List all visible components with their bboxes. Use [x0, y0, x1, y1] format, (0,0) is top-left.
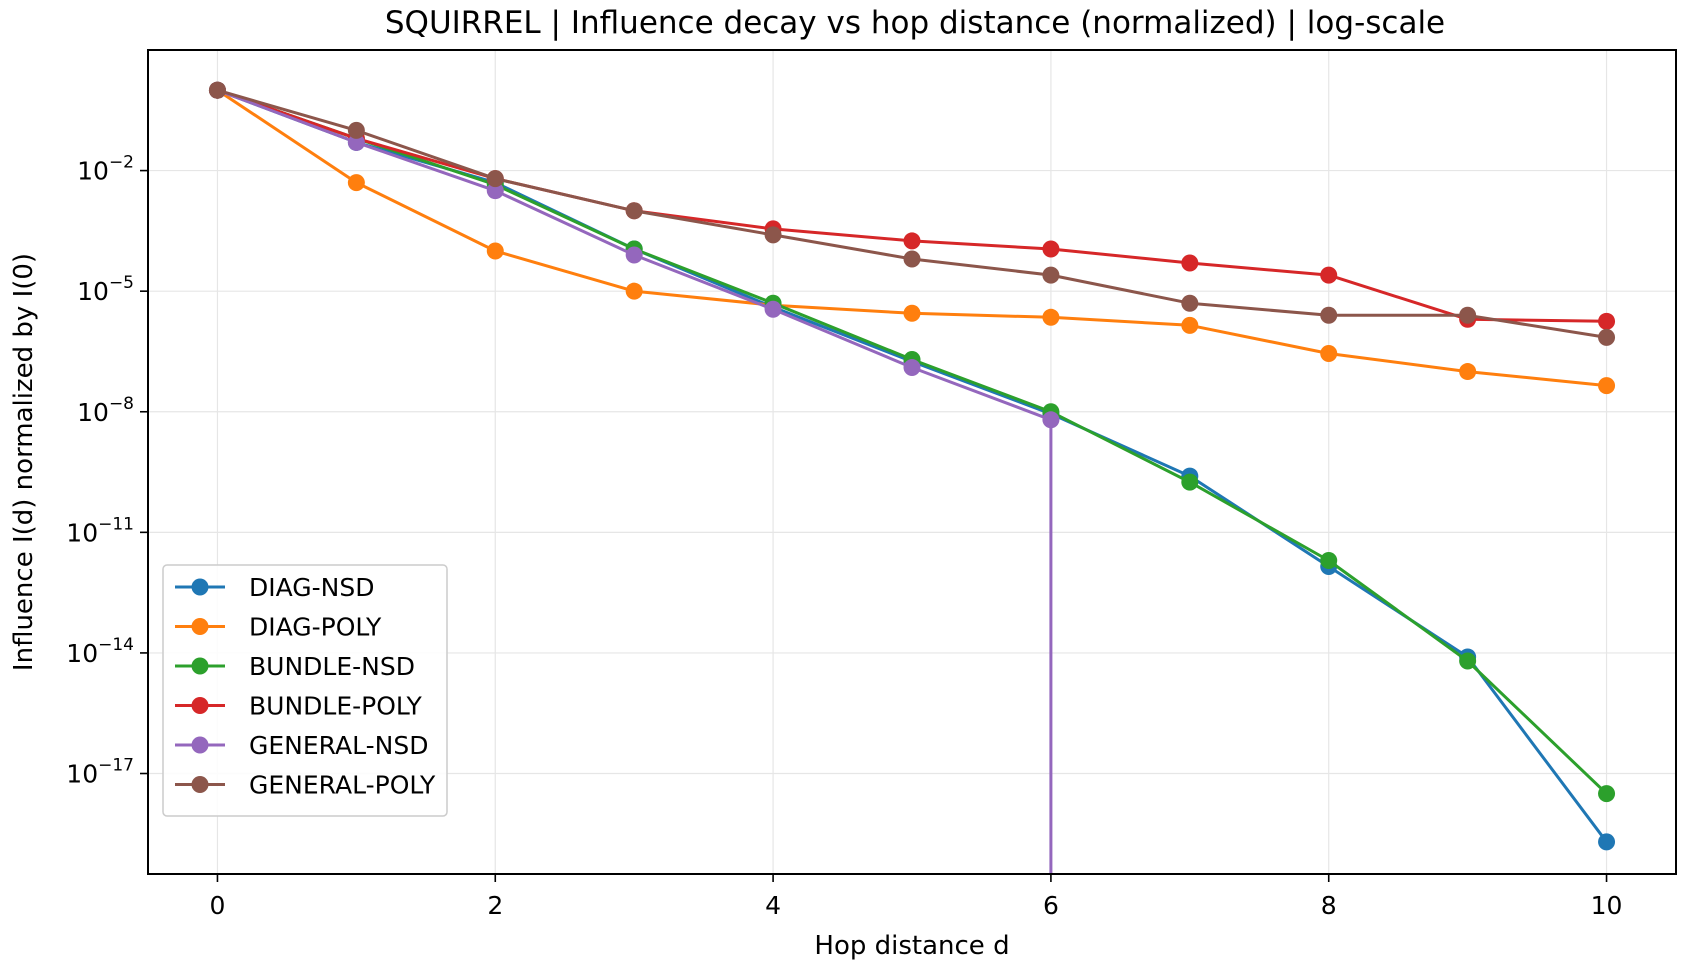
legend-item: BUNDLE-POLY	[175, 692, 423, 721]
data-point	[1459, 363, 1477, 381]
series-group	[208, 81, 1616, 874]
data-point	[1181, 254, 1199, 272]
x-tick-label: 2	[487, 891, 503, 920]
legend-label: BUNDLE-NSD	[249, 652, 415, 681]
x-axis-label: Hop distance d	[814, 931, 1009, 961]
y-tick-label: 10−5	[77, 273, 134, 306]
y-axis-label: Influence I(d) normalized by I(0)	[9, 253, 39, 671]
legend-label: DIAG-NSD	[249, 573, 375, 602]
data-point	[1598, 377, 1616, 395]
series-diag-poly	[208, 81, 1616, 395]
series-general-poly	[208, 81, 1616, 346]
data-point	[1320, 306, 1338, 324]
y-tick-label: 10−14	[66, 635, 134, 668]
legend-label: GENERAL-NSD	[249, 731, 428, 760]
data-point	[625, 246, 643, 264]
legend-swatch-marker	[191, 697, 209, 714]
legend-item: GENERAL-NSD	[175, 731, 428, 760]
data-point	[208, 81, 226, 99]
x-axis: 0 2 4 6 8 10	[210, 874, 1623, 920]
x-tick-label: 0	[210, 891, 226, 920]
data-point	[347, 174, 365, 192]
legend-swatch-marker	[191, 578, 209, 596]
data-point	[1320, 266, 1338, 284]
data-point	[625, 282, 643, 300]
legend-item: BUNDLE-NSD	[175, 652, 415, 681]
y-tick-label: 10−11	[66, 514, 134, 547]
data-point	[347, 133, 365, 151]
y-tick-label: 10−2	[77, 153, 134, 186]
x-tick-label: 8	[1321, 891, 1337, 920]
series-line	[216, 88, 1053, 874]
y-tick-exponent: −11	[98, 514, 134, 534]
data-point	[1042, 240, 1060, 258]
data-point	[1598, 328, 1616, 346]
data-point	[1181, 316, 1199, 334]
y-tick-exponent: −8	[109, 394, 134, 414]
y-tick-base: 10	[77, 277, 109, 306]
legend-box	[162, 564, 448, 817]
data-point	[486, 170, 504, 188]
data-point	[486, 182, 504, 200]
data-point	[1459, 652, 1477, 670]
data-point	[1598, 785, 1616, 803]
y-tick-base: 10	[77, 157, 109, 186]
data-point	[486, 242, 504, 260]
legend-item: GENERAL-POLY	[175, 771, 436, 800]
data-point	[903, 232, 921, 250]
data-point	[1320, 551, 1338, 569]
legend-label: DIAG-POLY	[249, 613, 382, 642]
plot-frame	[147, 49, 1677, 875]
y-tick-label: 10−8	[77, 394, 134, 427]
y-tick-base: 10	[77, 398, 109, 427]
legend-item: DIAG-NSD	[175, 573, 375, 602]
data-point	[1042, 308, 1060, 326]
data-point	[1181, 294, 1199, 312]
y-tick-label: 10−17	[66, 756, 134, 789]
y-tick-exponent: −17	[98, 756, 134, 776]
data-point	[347, 121, 365, 139]
legend-swatch-marker	[191, 736, 209, 754]
data-point	[764, 226, 782, 244]
chart-title: SQUIRREL | Influence decay vs hop distan…	[385, 5, 1445, 41]
legend-item: DIAG-POLY	[175, 613, 382, 642]
x-tick-label: 10	[1591, 891, 1623, 920]
y-tick-base: 10	[66, 639, 98, 668]
legend-swatch-marker	[191, 776, 209, 793]
legend-swatch-marker	[191, 657, 209, 675]
data-point	[903, 304, 921, 322]
data-point	[764, 300, 782, 318]
x-tick-label: 4	[765, 891, 781, 920]
data-point	[903, 250, 921, 268]
data-point	[1598, 312, 1616, 330]
y-tick-base: 10	[66, 518, 98, 547]
y-tick-exponent: −2	[109, 153, 134, 173]
data-point	[1459, 306, 1477, 324]
x-tick-label: 6	[1043, 891, 1059, 920]
data-point	[903, 359, 921, 377]
legend-swatch-marker	[191, 618, 209, 635]
y-tick-exponent: −5	[109, 273, 134, 293]
data-point	[1042, 411, 1060, 429]
data-point	[625, 202, 643, 220]
y-tick-exponent: −14	[98, 635, 134, 655]
data-point	[1042, 266, 1060, 284]
y-tick-base: 10	[66, 760, 98, 789]
legend-label: GENERAL-POLY	[249, 771, 436, 800]
data-point	[1181, 473, 1199, 491]
data-point	[1598, 833, 1616, 851]
legend-label: BUNDLE-POLY	[249, 692, 423, 721]
data-point	[1320, 344, 1338, 362]
legend: DIAG-NSD DIAG-POLY BUNDLE-NSD BUNDLE-POLY GE…	[162, 564, 448, 817]
